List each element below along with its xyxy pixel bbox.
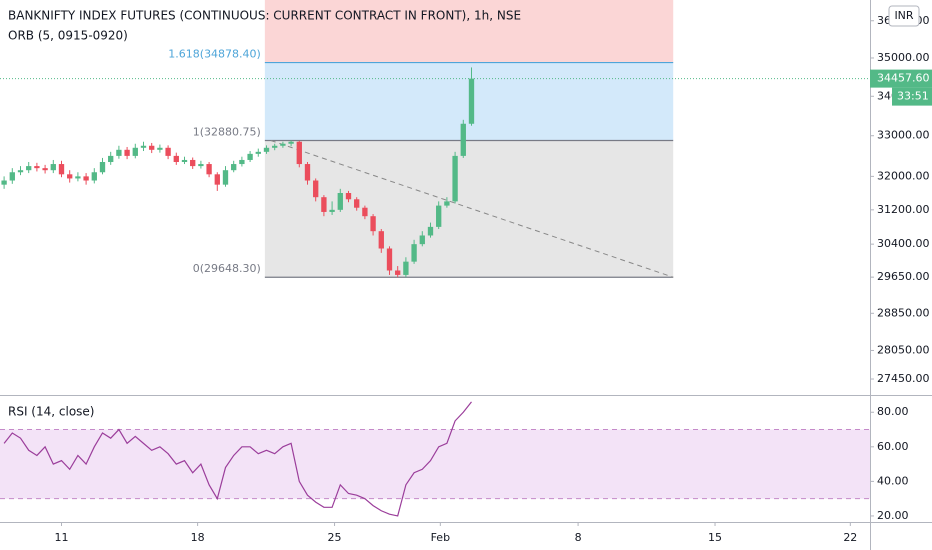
candle-body — [58, 164, 65, 175]
candle-body — [395, 270, 401, 275]
x-tick-label: Feb — [431, 531, 450, 544]
rsi-line — [3, 401, 472, 517]
countdown: 33:51 — [897, 90, 929, 103]
x-tick-label: 11 — [54, 531, 68, 544]
candle-body — [165, 147, 171, 156]
candle-body — [231, 164, 237, 171]
fib-label: 1(32880.75) — [193, 126, 261, 139]
candle-body — [362, 207, 368, 217]
candle-body — [67, 174, 73, 179]
candle-body — [190, 159, 196, 167]
candle-body — [1, 180, 7, 185]
fib-trend — [270, 140, 674, 278]
candle-body — [255, 151, 261, 154]
candle-body — [263, 147, 270, 152]
candle-body — [108, 155, 114, 163]
candle-body — [157, 147, 163, 150]
y-tick-label: 80.00 — [877, 405, 909, 418]
candle-body — [83, 176, 89, 181]
candle-body — [181, 159, 188, 163]
countdown-box — [892, 87, 932, 106]
y-tick-label: 32000.00 — [877, 169, 930, 182]
candle-body — [173, 155, 179, 163]
y-tick-label: 31200.00 — [877, 203, 930, 216]
candle-body — [132, 147, 138, 156]
x-tick-label: 8 — [575, 531, 582, 544]
candle-body — [91, 172, 97, 181]
candle-body — [321, 197, 327, 212]
candle-body — [403, 261, 409, 275]
rsi-title: RSI (14, close) — [8, 405, 94, 419]
candle-body — [288, 141, 294, 144]
fib-zone — [264, 0, 674, 63]
candle-body — [9, 172, 15, 181]
y-tick-label: 40.00 — [877, 474, 909, 487]
candle-body — [99, 162, 106, 173]
y-tick-label: 28850.00 — [877, 306, 930, 319]
candle-body — [468, 78, 475, 124]
candle-body — [444, 201, 450, 206]
candle-body — [337, 192, 343, 210]
candle-body — [26, 166, 32, 171]
candle-body — [354, 199, 360, 208]
fib-label: 1.618(34878.40) — [168, 48, 261, 61]
candle-body — [460, 123, 466, 156]
candle-body — [370, 216, 376, 232]
candle-body — [17, 170, 24, 173]
last-price-box — [870, 69, 932, 88]
currency-button[interactable] — [888, 5, 920, 27]
candle-body — [206, 164, 212, 175]
candle-body — [50, 164, 56, 171]
candle-body — [427, 226, 434, 236]
candle-body — [198, 164, 204, 167]
x-tick-label: 22 — [843, 531, 857, 544]
candle-body — [116, 149, 122, 156]
y-tick-label: 28050.00 — [877, 343, 930, 356]
candle-body — [75, 176, 81, 179]
background — [0, 0, 870, 500]
candle-body — [304, 164, 311, 181]
candle-body — [280, 143, 286, 146]
marks — [0, 67, 870, 517]
candle-body — [239, 159, 245, 165]
x-tick-label: 25 — [328, 531, 342, 544]
candle-body — [272, 145, 278, 148]
fib-label: 0(29648.30) — [193, 262, 261, 275]
y-tick-label: 27450.00 — [877, 372, 930, 385]
candle-body — [378, 231, 384, 249]
indicator-title: ORB (5, 0915-0920) — [8, 29, 128, 43]
candle-body — [34, 166, 40, 169]
y-tick-label: 29650.00 — [877, 270, 930, 283]
candle-body — [419, 235, 425, 245]
x-tick-label: 15 — [708, 531, 722, 544]
currency-label[interactable]: INR — [894, 9, 913, 22]
y-tick-label: 60.00 — [877, 440, 909, 453]
y-tick-label: 33000.00 — [877, 129, 930, 142]
candle-body — [42, 168, 48, 171]
candle-body — [214, 174, 220, 185]
y-tick-label: 35000.00 — [877, 51, 930, 64]
symbol-title: BANKNIFTY INDEX FUTURES (CONTINUOUS: CUR… — [8, 9, 521, 23]
candle-body — [329, 209, 335, 212]
candle-body — [313, 180, 319, 198]
candle-body — [386, 248, 393, 271]
y-tick-label: 20.00 — [877, 509, 909, 522]
last-price-label: 34457.60 — [877, 72, 930, 85]
candle-body — [411, 244, 417, 262]
candle-body — [436, 205, 442, 227]
y-tick-label: 30400.00 — [877, 237, 930, 250]
candle-body — [222, 170, 229, 185]
candle-body — [124, 149, 130, 156]
x-tick-label: 18 — [191, 531, 205, 544]
candle-body — [247, 153, 253, 160]
candle-body — [140, 145, 147, 148]
candle-body — [296, 141, 302, 165]
rsi-band — [0, 429, 870, 499]
candle-body — [452, 155, 458, 202]
candle-body — [149, 145, 155, 150]
candle-body — [345, 192, 352, 200]
